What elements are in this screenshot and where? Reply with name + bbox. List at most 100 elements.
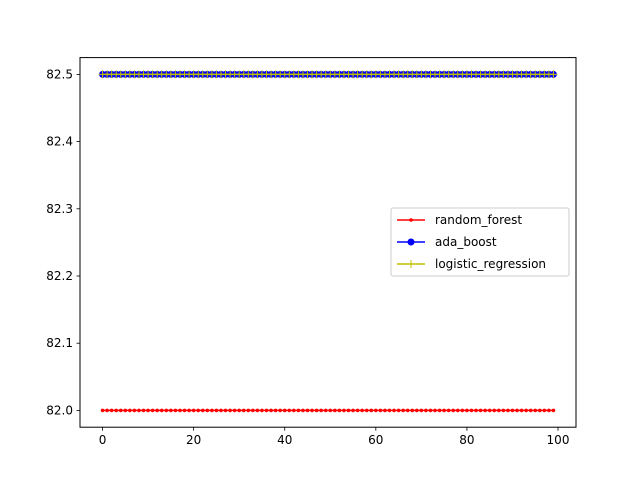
- data-point-random_forest: [200, 408, 205, 413]
- data-point-random_forest: [282, 408, 287, 413]
- data-point-random_forest: [333, 408, 337, 413]
- data-point-random_forest: [178, 408, 182, 413]
- x-tick-label: 80: [459, 433, 474, 447]
- data-point-random_forest: [260, 408, 264, 413]
- data-point-random_forest: [319, 408, 323, 413]
- data-point-random_forest: [537, 408, 542, 413]
- data-point-random_forest: [287, 408, 292, 413]
- y-tick-label: 82.0: [46, 403, 73, 417]
- data-point-random_forest: [410, 408, 415, 413]
- data-point-random_forest: [396, 408, 401, 413]
- data-point-random_forest: [405, 408, 410, 413]
- data-point-random_forest: [273, 408, 278, 413]
- data-point-random_forest: [251, 408, 255, 413]
- legend: random_forest ada_boost logistic_regressio…: [390, 207, 570, 277]
- data-point-random_forest: [301, 408, 305, 413]
- plot-frame: [79, 57, 577, 428]
- data-point-random_forest: [223, 408, 228, 413]
- data-point-random_forest: [241, 408, 246, 413]
- data-point-random_forest: [146, 408, 150, 413]
- y-axis: 82.0 82.1 82.2 82.3 82.4 82.5: [46, 67, 80, 417]
- data-point-random_forest: [478, 408, 483, 413]
- legend-marker: [407, 260, 415, 268]
- data-point-random_forest: [474, 408, 478, 413]
- data-point-random_forest: [515, 408, 519, 413]
- data-point-random_forest: [528, 408, 533, 413]
- data-point-random_forest: [196, 408, 200, 413]
- x-tick-label: 40: [277, 433, 292, 447]
- data-point-random_forest: [519, 408, 524, 413]
- data-point-random_forest: [169, 408, 173, 413]
- data-point-random_forest: [264, 408, 269, 413]
- y-tick-label: 82.1: [46, 336, 73, 350]
- data-point-random_forest: [278, 408, 282, 413]
- data-point-random_forest: [187, 408, 191, 413]
- data-point-random_forest: [551, 408, 556, 413]
- data-point-random_forest: [547, 408, 551, 413]
- data-point-random_forest: [159, 408, 164, 413]
- legend-item-random_forest: random_forest: [397, 213, 522, 227]
- data-point-random_forest: [105, 408, 109, 413]
- data-point-random_forest: [446, 408, 451, 413]
- data-point-random_forest: [387, 408, 392, 413]
- series-logistic_regression: [98, 70, 558, 79]
- data-point-random_forest: [415, 408, 419, 413]
- data-point-random_forest: [456, 408, 460, 413]
- data-point-random_forest: [109, 408, 114, 413]
- data-point-random_forest: [469, 408, 474, 413]
- x-axis: 0 20 40 60 80 100: [99, 427, 570, 447]
- x-tick-label: 0: [99, 433, 107, 447]
- data-point-random_forest: [483, 408, 487, 413]
- data-point-random_forest: [155, 408, 160, 413]
- data-point-random_forest: [419, 408, 424, 413]
- data-point-random_forest: [355, 408, 360, 413]
- data-point-random_forest: [524, 408, 528, 413]
- data-point-random_forest: [305, 408, 310, 413]
- data-point-random_forest: [492, 408, 497, 413]
- data-point-random_forest: [292, 408, 296, 413]
- data-point-random_forest: [128, 408, 132, 413]
- data-point-random_forest: [141, 408, 146, 413]
- data-point-random_forest: [437, 408, 442, 413]
- data-point-logistic_regression: [549, 70, 558, 79]
- data-point-random_forest: [150, 408, 155, 413]
- data-point-random_forest: [205, 408, 210, 413]
- data-point-random_forest: [123, 408, 128, 413]
- data-point-random_forest: [364, 408, 369, 413]
- data-point-random_forest: [460, 408, 465, 413]
- data-point-random_forest: [342, 408, 346, 413]
- data-point-random_forest: [164, 408, 169, 413]
- legend-label: logistic_regression: [435, 257, 546, 271]
- series-layer: [98, 70, 558, 413]
- data-point-random_forest: [351, 408, 355, 413]
- data-point-random_forest: [374, 408, 378, 413]
- data-point-random_forest: [360, 408, 364, 413]
- y-tick-label: 82.4: [46, 135, 73, 149]
- data-point-random_forest: [337, 408, 342, 413]
- data-point-random_forest: [228, 408, 232, 413]
- data-point-random_forest: [182, 408, 187, 413]
- x-tick-label: 100: [547, 433, 570, 447]
- legend-label: random_forest: [435, 213, 522, 227]
- data-point-random_forest: [232, 408, 237, 413]
- data-point-random_forest: [451, 408, 456, 413]
- data-point-random_forest: [510, 408, 515, 413]
- data-point-random_forest: [114, 408, 119, 413]
- data-point-random_forest: [328, 408, 333, 413]
- legend-marker: [409, 218, 413, 222]
- data-point-random_forest: [137, 408, 141, 413]
- y-tick-label: 82.3: [46, 202, 73, 216]
- data-point-random_forest: [214, 408, 219, 413]
- data-point-random_forest: [401, 408, 405, 413]
- data-point-random_forest: [383, 408, 387, 413]
- data-point-random_forest: [501, 408, 506, 413]
- data-point-random_forest: [428, 408, 433, 413]
- data-point-random_forest: [506, 408, 510, 413]
- data-point-random_forest: [100, 408, 105, 413]
- data-point-random_forest: [424, 408, 428, 413]
- series-random_forest: [100, 408, 556, 413]
- data-point-random_forest: [255, 408, 260, 413]
- data-point-random_forest: [269, 408, 273, 413]
- data-point-random_forest: [465, 408, 469, 413]
- legend-label: ada_boost: [435, 235, 497, 249]
